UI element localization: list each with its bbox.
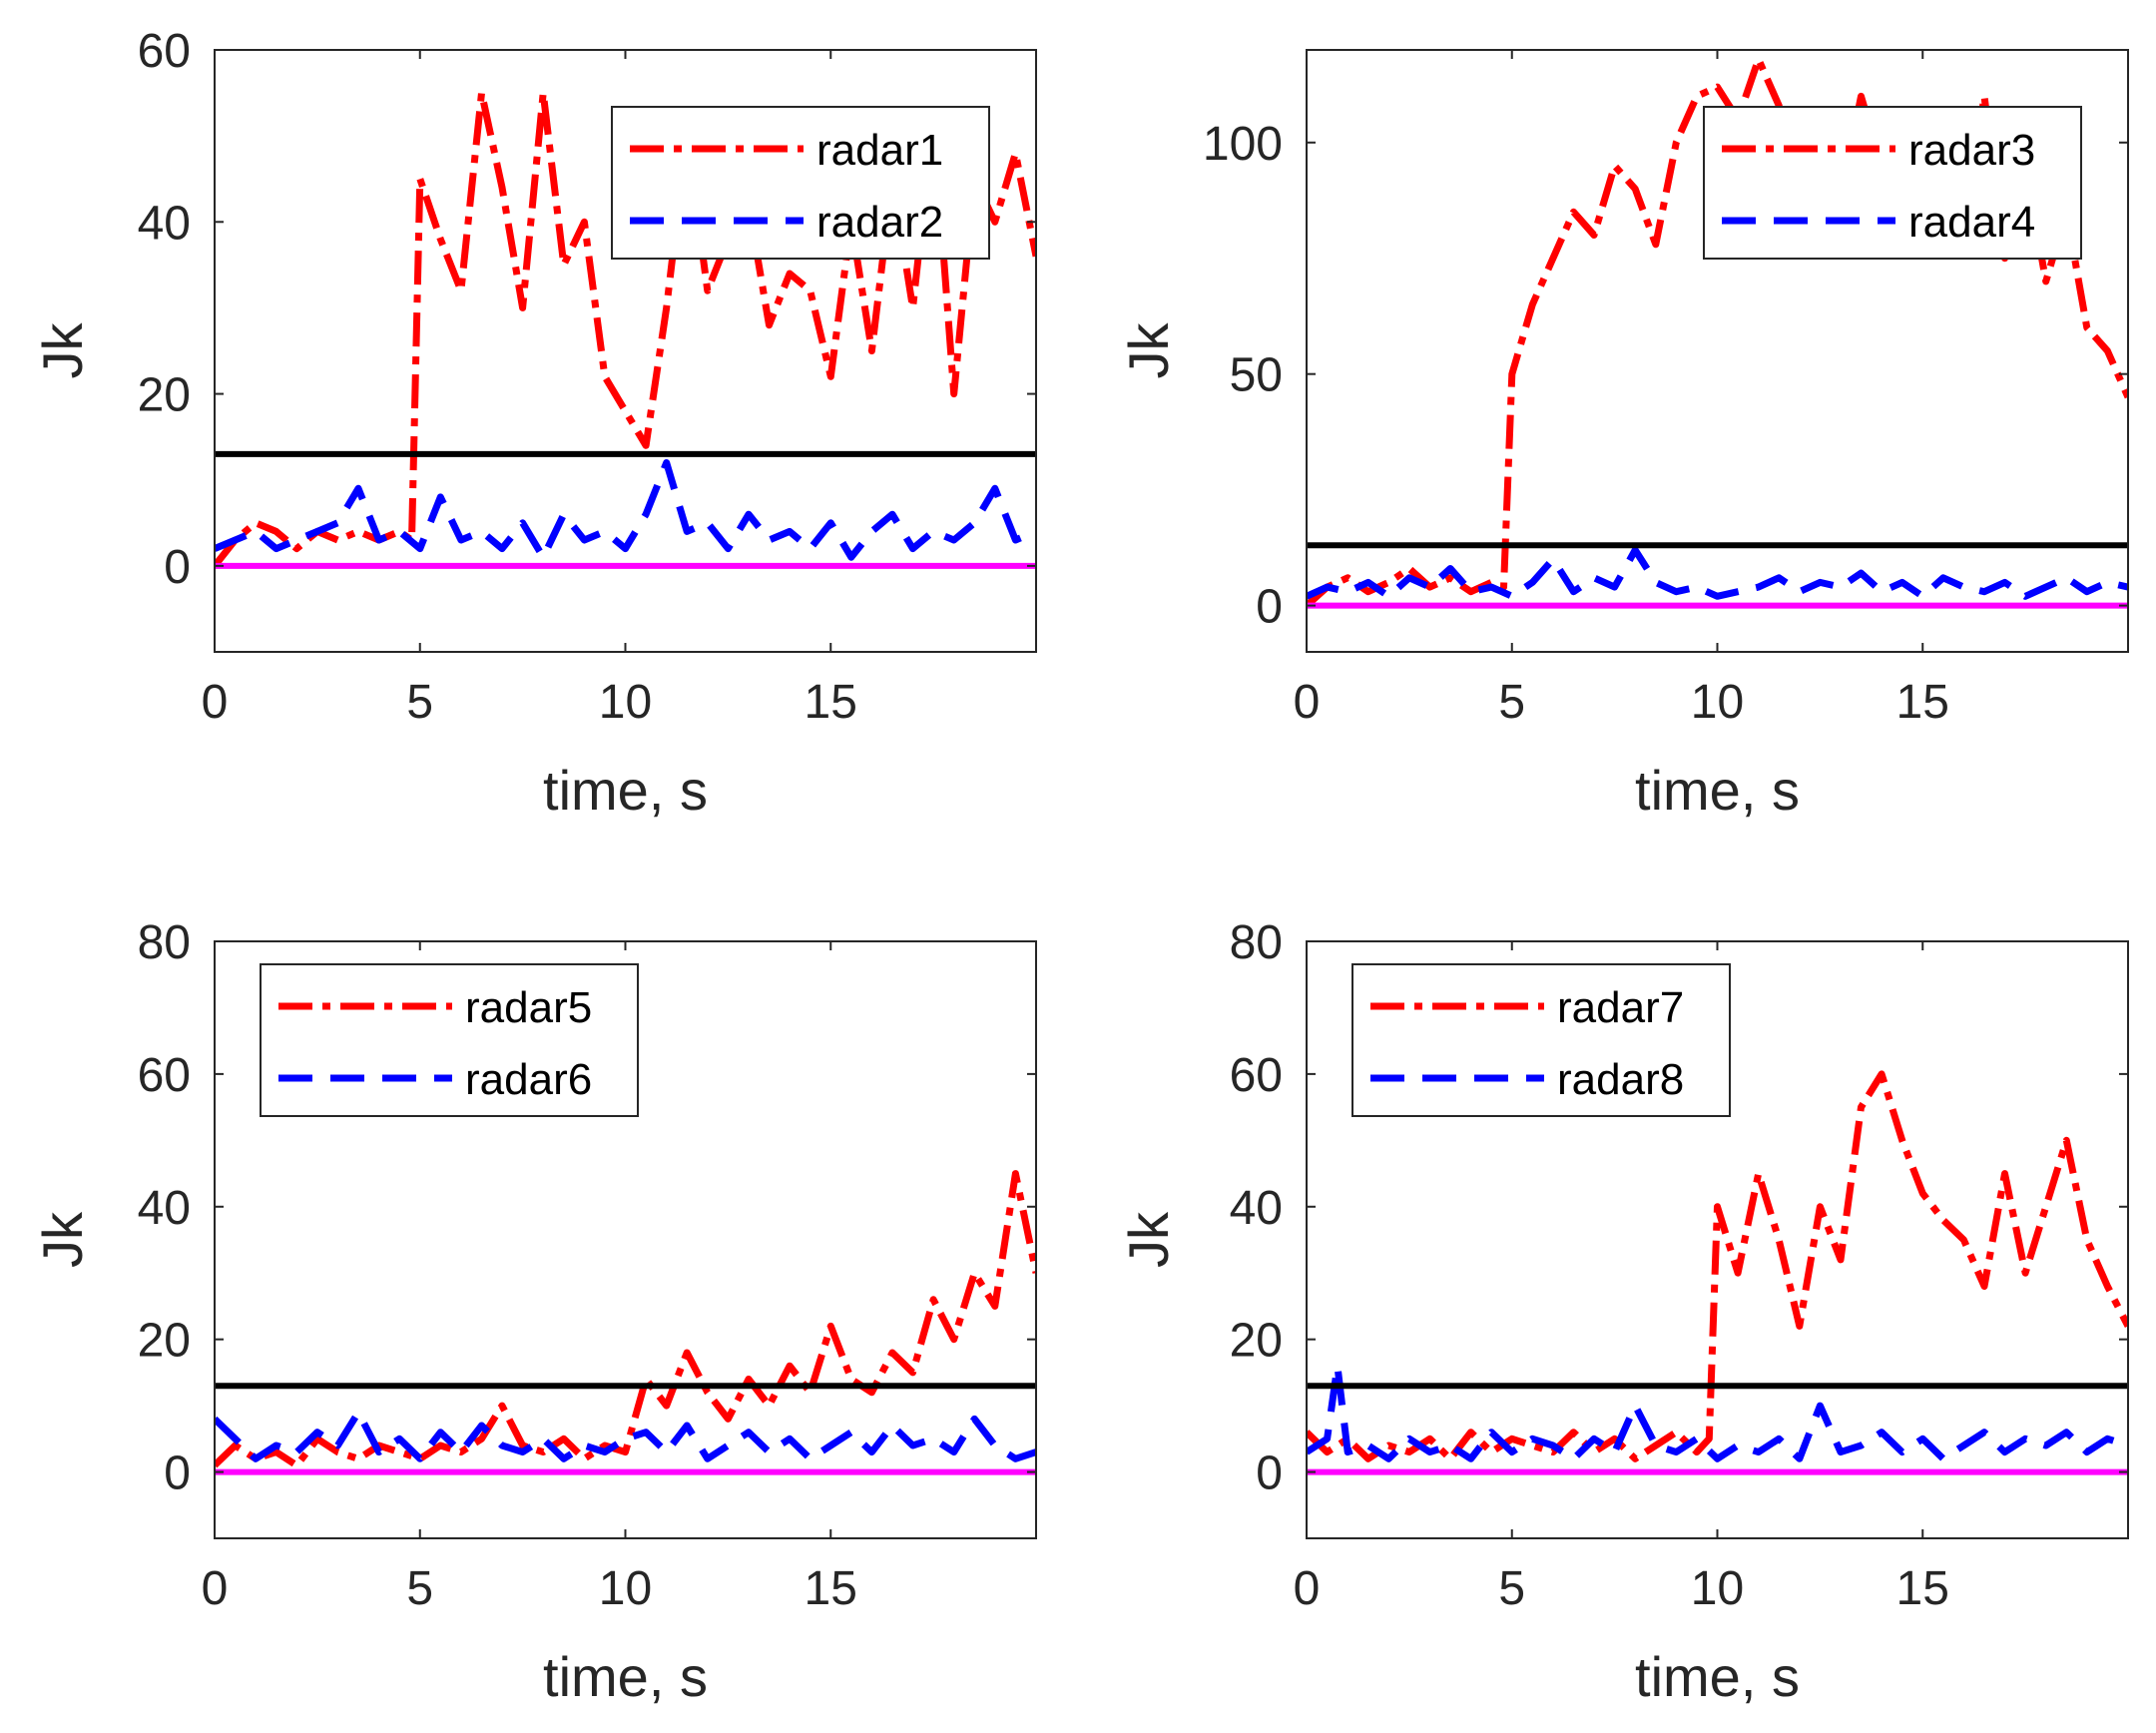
- x-tick-label: 5: [1498, 676, 1525, 729]
- legend-label-radar2: radar2: [816, 198, 943, 247]
- x-tick-label: 0: [1294, 676, 1321, 729]
- series-radar2: [215, 459, 1036, 561]
- y-axis-label: Jk: [1117, 1211, 1180, 1268]
- x-axis-label: time, s: [543, 1645, 708, 1708]
- y-tick-label: 20: [138, 369, 191, 422]
- x-tick-label: 0: [202, 1562, 229, 1615]
- x-tick-label: 10: [1691, 676, 1744, 729]
- legend-label-radar1: radar1: [816, 126, 943, 175]
- legend-box: [1351, 963, 1731, 1117]
- x-tick-label: 10: [1691, 1562, 1744, 1615]
- chart-3: 0 5 10 15 0 20 40 60 80 time, s Jk radar5 radar6: [31, 916, 1037, 1708]
- x-tick-label: 0: [1294, 1562, 1321, 1615]
- y-tick-label: 60: [138, 25, 191, 78]
- x-tick-label: 5: [1498, 1562, 1525, 1615]
- x-axis-label: time, s: [1635, 1645, 1800, 1708]
- y-tick-label: 80: [1230, 916, 1283, 969]
- y-tick-label: 100: [1203, 118, 1283, 171]
- legend-box: [611, 106, 990, 260]
- legend: radar7 radar8: [1351, 963, 1731, 1117]
- legend-box: [260, 963, 639, 1117]
- legend-label-radar5: radar5: [465, 983, 592, 1032]
- legend-box: [1703, 106, 2082, 260]
- y-axis-label: Jk: [31, 1211, 94, 1268]
- legend: radar1 radar2: [611, 106, 990, 260]
- legend-label-radar6: radar6: [465, 1055, 592, 1104]
- series-radar5: [215, 1170, 1036, 1469]
- series-radar1: [215, 89, 1036, 569]
- y-tick-label: 50: [1230, 349, 1283, 402]
- x-tick-label: 15: [805, 676, 857, 729]
- x-axis-label: time, s: [543, 759, 708, 822]
- y-tick-label: 60: [138, 1049, 191, 1102]
- series-radar7: [1307, 1070, 2128, 1462]
- y-tick-label: 40: [1230, 1182, 1283, 1235]
- y-tick-label: 60: [1230, 1049, 1283, 1102]
- legend-label-radar3: radar3: [1908, 126, 2035, 175]
- x-tick-label: 5: [406, 1562, 433, 1615]
- series-radar8: [1307, 1362, 2128, 1462]
- x-tick-label: 0: [202, 676, 229, 729]
- x-tick-label: 10: [599, 676, 652, 729]
- y-tick-label: 20: [1230, 1315, 1283, 1368]
- x-tick-label: 15: [1896, 1562, 1949, 1615]
- chart-2: 0 5 10 15 0 50 100 time, s Jk radar3 radar4: [1117, 49, 2129, 822]
- y-tick-label: 20: [138, 1315, 191, 1368]
- y-tick-label: 80: [138, 916, 191, 969]
- series-radar6: [215, 1409, 1036, 1462]
- x-tick-label: 10: [599, 1562, 652, 1615]
- chart-4: 0 5 10 15 0 20 40 60 80 time, s Jk radar7 radar8: [1117, 916, 2129, 1708]
- x-tick-label: 15: [805, 1562, 857, 1615]
- y-tick-label: 0: [1256, 581, 1283, 634]
- legend-label-radar8: radar8: [1557, 1055, 1684, 1104]
- y-axis-label: Jk: [1117, 322, 1180, 379]
- legend-label-radar4: radar4: [1908, 198, 2035, 247]
- x-tick-label: 15: [1896, 676, 1949, 729]
- y-tick-label: 0: [164, 541, 191, 594]
- legend: radar5 radar6: [260, 963, 639, 1117]
- chart-1: 0 5 10 15 0 20 40 60 time, s Jk radar1 radar2: [31, 25, 1037, 822]
- y-tick-label: 0: [164, 1447, 191, 1500]
- y-tick-label: 40: [138, 197, 191, 250]
- series-radar4: [1307, 546, 2128, 600]
- y-axis-label: Jk: [31, 322, 94, 379]
- x-axis-label: time, s: [1635, 759, 1800, 822]
- y-tick-label: 0: [1256, 1447, 1283, 1500]
- x-tick-label: 5: [406, 676, 433, 729]
- y-tick-label: 40: [138, 1182, 191, 1235]
- legend-label-radar7: radar7: [1557, 983, 1684, 1032]
- legend: radar3 radar4: [1703, 106, 2082, 260]
